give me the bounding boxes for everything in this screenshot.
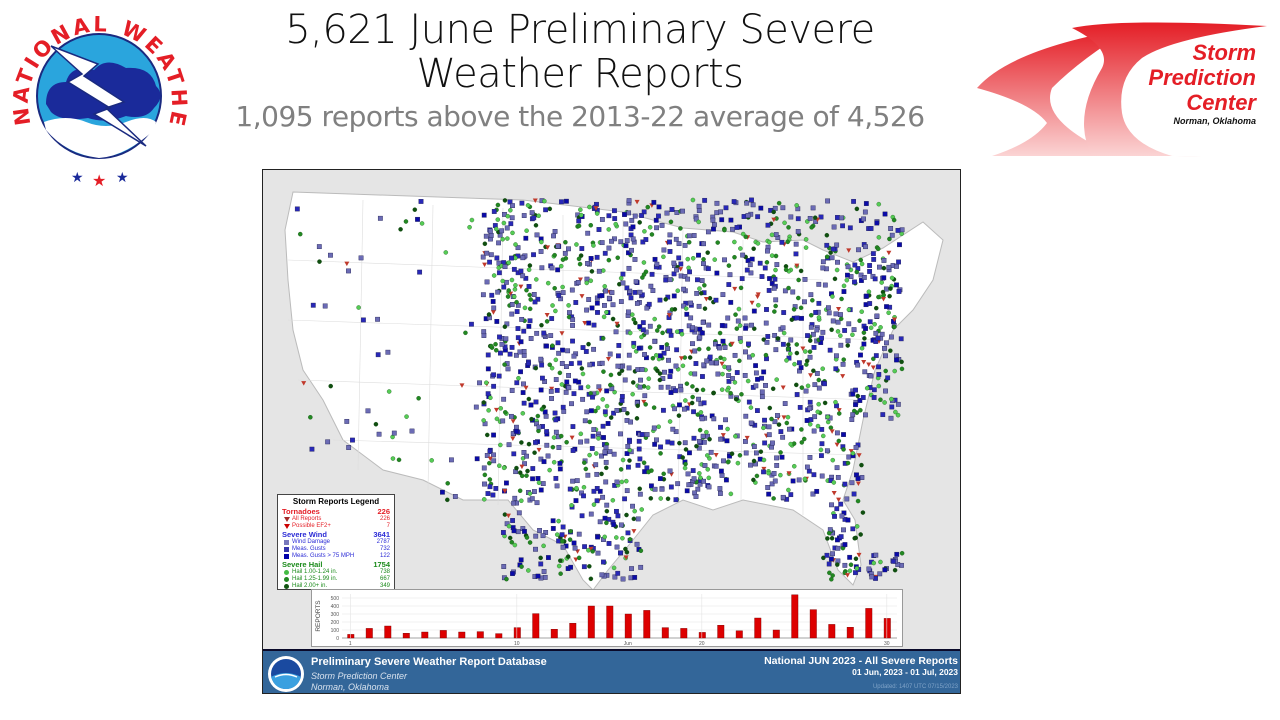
legend-hail-2: Hail 1.25-1.99 in. 667 [282,576,390,583]
spc-location: Norman, Oklahoma [1173,116,1256,126]
legend-hail-1: Hail 1.00-1.24 in. 738 [282,569,390,576]
bar-day-9 [495,633,503,639]
legend-tornado-ef2: Possible EF2+ 7 [282,523,390,530]
hail-circle-icon [284,570,289,575]
bar-day-17 [643,610,651,639]
daily-reports-bar-chart: 0 100 200 300 400 500 REPORTS 1 10 Jun 20 30 [311,589,903,647]
bar-day-7 [458,631,466,639]
footer-org: Storm Prediction Center [311,671,408,681]
nws-logo-icon: NATIONAL WEATHER SERVICE ★ ★ ★ [6,4,188,190]
bar-day-19 [680,628,688,639]
bar-day-25 [791,594,799,639]
title-line-2: Weather Reports [416,51,744,97]
svg-text:0: 0 [336,636,339,642]
legend-wind-damage: Wind Damage 2787 [282,539,390,546]
bar-day-2 [365,628,373,639]
wind-square-icon [284,554,289,559]
bar-day-30 [883,618,891,639]
bar-day-21 [717,625,725,639]
bar-day-27 [828,624,836,639]
bar-day-16 [624,613,632,639]
tornado-triangle-icon [284,517,290,522]
svg-text:300: 300 [331,612,340,618]
bar-day-4 [402,633,410,639]
wind-square-icon [284,540,289,545]
svg-text:★: ★ [71,170,84,186]
bar-day-18 [661,627,669,639]
spc-logo-icon [977,22,1267,157]
footer-location: Norman, Oklahoma [311,682,390,692]
hail-circle-icon [284,584,289,589]
bar-day-14 [587,605,595,639]
bar-day-11 [532,613,540,639]
spc-center: Center [1186,90,1256,115]
page-title: 5,621 June Preliminary Severe Weather Re… [190,8,970,96]
bar-day-12 [550,629,558,639]
legend-wind: Severe Wind 3641 [282,530,390,539]
bar-day-3 [384,625,392,639]
us-severe-reports-map [263,170,960,650]
report-markers [294,197,905,582]
svg-text:1: 1 [349,641,352,647]
bar-day-23 [754,617,762,639]
bar-day-22 [735,630,743,639]
footer-date-range: 01 Jun, 2023 - 01 Jul, 2023 [852,667,958,677]
legend-title: Storm Reports Legend [292,497,380,506]
legend-tornadoes: Tornadoes 226 [282,507,390,516]
bar-day-1 [347,634,355,639]
bar-day-28 [846,627,854,639]
svg-text:500: 500 [331,596,340,602]
bar-day-15 [606,605,614,639]
bar-day-13 [569,623,577,639]
bar-day-29 [865,608,873,639]
spc-logo: Storm Prediction Center Norman, Oklahoma [972,18,1272,163]
legend-wind-gusts-75: Meas. Gusts > 75 MPH 122 [282,553,390,560]
bar-day-26 [809,609,817,639]
bar-day-24 [772,629,780,639]
svg-text:100: 100 [331,628,340,634]
storm-reports-legend: Storm Reports Legend Tornadoes 226 All Re… [277,494,395,590]
svg-text:400: 400 [331,604,340,610]
wind-square-icon [284,547,289,552]
svg-text:30: 30 [884,641,890,647]
svg-text:20: 20 [699,641,705,647]
hail-circle-icon [284,577,289,582]
page-subtitle: 1,095 reports above the 2013-22 average … [235,100,925,133]
legend-hail: Severe Hail 1754 [282,560,390,569]
spc-prediction: Prediction [1148,65,1256,90]
legend-wind-gusts: Meas. Gusts 732 [282,546,390,553]
footer-title: Preliminary Severe Weather Report Databa… [311,656,547,668]
svg-text:10: 10 [514,641,520,647]
legend-tornado-all: All Reports 226 [282,516,390,523]
noaa-logo-icon [268,656,304,692]
svg-text:200: 200 [331,620,340,626]
bar-day-20 [698,632,706,639]
svg-text:REPORTS: REPORTS [315,600,322,632]
title-line-1: 5,621 June Preliminary Severe [285,7,875,53]
svg-text:★: ★ [92,171,106,190]
legend-hail-3: Hail 2.00+ in. 349 [282,583,390,590]
svg-text:★: ★ [116,170,129,186]
bar-day-8 [476,631,484,639]
bar-day-5 [421,631,429,639]
bar-chart-svg: 0 100 200 300 400 500 REPORTS 1 10 Jun 20 30 [315,594,897,647]
bar-day-6 [439,630,447,639]
bar-day-10 [513,627,521,639]
footer-right-title: National JUN 2023 - All Severe Reports [764,655,958,667]
report-footer: Preliminary Severe Weather Report Databa… [263,649,960,693]
spc-storm: Storm [1192,40,1256,65]
svg-text:Jun: Jun [624,641,632,647]
tornado-triangle-icon [284,524,290,529]
report-map-panel: Storm Reports Legend Tornadoes 226 All Re… [262,169,961,694]
footer-updated: Updated: 1407 UTC 07/15/2023 [872,684,958,690]
